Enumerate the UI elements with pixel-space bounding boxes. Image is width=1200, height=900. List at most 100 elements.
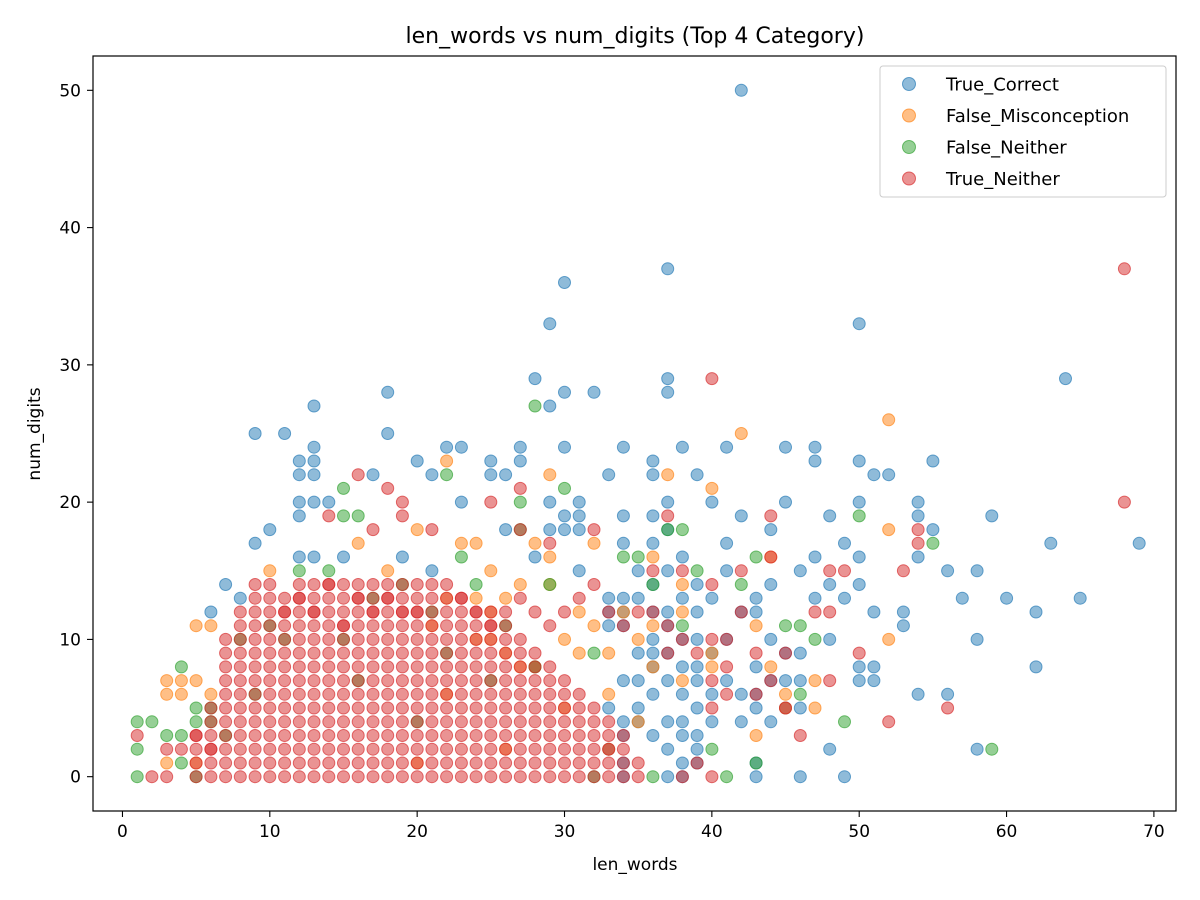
point-true-correct <box>513 440 527 454</box>
point-true-neither <box>882 715 896 729</box>
point-true-neither <box>366 687 380 701</box>
point-true-neither <box>410 687 424 701</box>
point-true-neither <box>337 660 350 674</box>
point-true-neither <box>454 674 468 688</box>
point-false-misconception <box>675 605 689 619</box>
point-true-neither <box>425 701 439 715</box>
point-true-neither <box>351 605 365 619</box>
point-true-neither <box>454 742 468 756</box>
point-true-neither <box>278 591 292 605</box>
point-false-misconception <box>513 578 527 591</box>
point-true-correct <box>307 495 321 509</box>
point-false-misconception <box>646 660 660 674</box>
point-true-neither <box>307 578 321 591</box>
point-true-neither <box>469 619 483 633</box>
point-true-neither <box>425 770 439 784</box>
point-true-correct <box>572 509 586 523</box>
point-true-neither <box>351 646 365 660</box>
point-true-correct <box>838 770 851 784</box>
point-true-neither <box>189 770 203 784</box>
point-true-neither <box>484 701 498 715</box>
point-false-misconception <box>602 687 616 701</box>
point-true-neither <box>381 687 395 701</box>
point-true-neither <box>395 632 409 646</box>
point-true-correct <box>675 660 689 674</box>
point-true-correct <box>734 83 748 97</box>
point-true-neither <box>381 646 395 660</box>
point-true-neither <box>705 578 719 591</box>
point-true-neither <box>425 605 439 619</box>
point-true-correct <box>572 495 586 509</box>
point-true-neither <box>233 742 247 756</box>
point-true-neither <box>587 742 601 756</box>
point-true-correct <box>867 674 881 688</box>
point-true-neither <box>675 632 689 646</box>
point-true-neither <box>322 632 336 646</box>
point-true-neither <box>543 619 557 633</box>
point-true-neither <box>381 715 395 729</box>
point-false-misconception <box>661 468 675 482</box>
point-true-neither <box>410 729 424 742</box>
point-false-neither <box>793 619 807 633</box>
point-true-neither <box>219 660 233 674</box>
point-true-correct <box>911 687 925 701</box>
point-true-neither <box>793 729 807 742</box>
point-true-neither <box>248 646 262 660</box>
point-true-neither <box>337 619 350 633</box>
point-true-neither <box>410 674 424 688</box>
point-true-neither <box>410 646 424 660</box>
point-true-neither <box>543 536 557 550</box>
point-false-neither <box>705 742 719 756</box>
point-false-neither <box>528 399 542 413</box>
point-false-neither <box>838 715 851 729</box>
point-true-neither <box>351 729 365 742</box>
point-true-correct <box>543 399 557 413</box>
point-true-neither <box>425 632 439 646</box>
point-false-misconception <box>160 756 174 770</box>
legend-frame <box>879 65 1167 198</box>
point-true-neither <box>248 632 262 646</box>
point-true-neither <box>675 770 689 784</box>
point-false-neither <box>174 756 188 770</box>
point-true-neither <box>395 605 409 619</box>
point-true-correct <box>278 427 292 440</box>
point-true-correct <box>779 495 792 509</box>
point-true-neither <box>484 674 498 688</box>
point-true-neither <box>366 742 380 756</box>
point-true-neither <box>395 715 409 729</box>
point-true-neither <box>366 701 380 715</box>
point-true-neither <box>381 756 395 770</box>
point-true-neither <box>705 770 719 784</box>
point-true-correct <box>793 564 807 578</box>
point-false-misconception <box>705 660 719 674</box>
point-true-neither <box>351 756 365 770</box>
legend: True_Correct False_Misconception False_Nei… <box>879 65 1167 198</box>
point-true-correct <box>292 468 306 482</box>
point-true-neither <box>263 770 277 784</box>
point-true-correct <box>690 660 704 674</box>
point-false-misconception <box>734 427 748 440</box>
point-false-misconception <box>602 646 616 660</box>
point-true-neither <box>528 701 542 715</box>
point-true-neither <box>572 715 586 729</box>
point-true-correct <box>661 770 675 784</box>
point-true-correct <box>263 523 277 537</box>
point-true-correct <box>867 468 881 482</box>
point-false-misconception <box>410 523 424 537</box>
point-true-neither <box>410 605 424 619</box>
point-true-neither <box>484 619 498 633</box>
point-true-neither <box>322 756 336 770</box>
point-true-correct <box>1059 372 1072 386</box>
point-true-correct <box>381 427 395 440</box>
point-true-correct <box>852 550 866 564</box>
point-false-neither <box>160 729 174 742</box>
point-true-neither <box>395 578 409 591</box>
point-true-neither <box>499 605 513 619</box>
point-false-misconception <box>675 578 689 591</box>
point-false-neither <box>661 523 675 537</box>
point-true-neither <box>823 674 837 688</box>
point-true-correct <box>1000 591 1014 605</box>
point-false-neither <box>145 715 159 729</box>
point-true-neither <box>499 742 513 756</box>
point-true-correct <box>307 440 321 454</box>
